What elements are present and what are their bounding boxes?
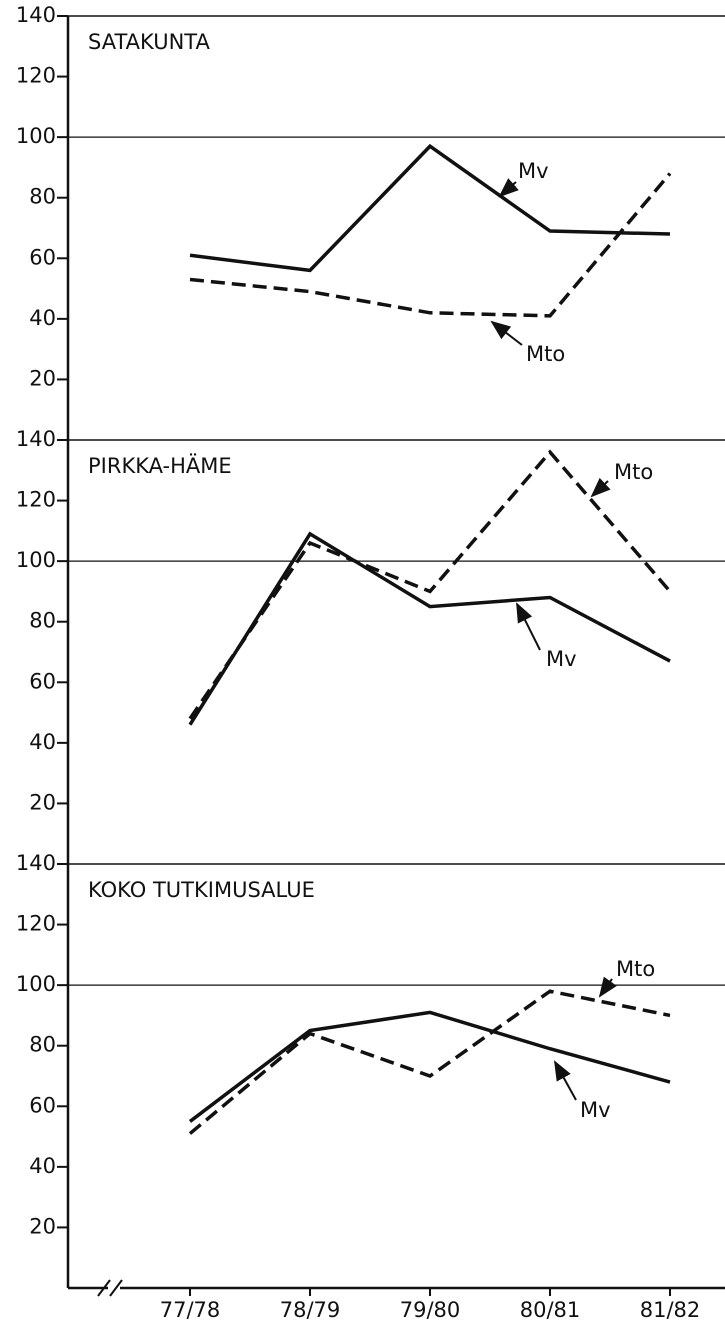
- y-tick-label: 120: [16, 64, 56, 88]
- y-tick-label: 100: [16, 548, 56, 572]
- x-tick-label: 81/82: [640, 1298, 701, 1322]
- panel-title: SATAKUNTA: [88, 30, 211, 54]
- series-line: [188, 531, 671, 726]
- x-tick-label: 77/78: [160, 1298, 221, 1322]
- y-tick-label: 120: [16, 488, 56, 512]
- series-line: [188, 1010, 671, 1123]
- annotation-arrow: [554, 1060, 577, 1101]
- annotation-arrow: [498, 178, 519, 198]
- series-label: Mto: [616, 957, 655, 981]
- y-tick-label: 40: [29, 730, 56, 754]
- y-tick-label: 80: [29, 1033, 56, 1057]
- series-label: Mv: [580, 1098, 611, 1122]
- axis-break: [97, 1279, 123, 1297]
- y-tick-label: 140: [16, 427, 56, 451]
- y-tick-label: 100: [16, 972, 56, 996]
- y-tick-label: 80: [29, 185, 56, 209]
- series-line: [189, 143, 671, 273]
- annotation-arrow: [490, 320, 523, 346]
- y-tick-label: 20: [29, 790, 56, 814]
- y-tick-label: 40: [29, 1154, 56, 1178]
- x-tick-label: 80/81: [520, 1298, 581, 1322]
- y-tick-label: 60: [29, 245, 56, 269]
- y-tick-label: 100: [16, 124, 56, 148]
- y-tick-label: 140: [16, 851, 56, 875]
- y-tick-label: 60: [29, 669, 56, 693]
- annotation-arrow: [516, 602, 541, 651]
- series-line: [189, 172, 672, 318]
- x-tick-label: 78/79: [280, 1298, 341, 1322]
- y-tick-label: 140: [16, 3, 56, 27]
- y-tick-label: 20: [29, 1214, 56, 1238]
- series-line: [188, 989, 671, 1135]
- panel-title: KOKO TUTKIMUSALUE: [88, 878, 315, 902]
- x-tick-label: 79/80: [400, 1298, 461, 1322]
- y-tick-label: 120: [16, 912, 56, 936]
- series-label: Mv: [546, 647, 577, 671]
- series-label: Mto: [526, 342, 565, 366]
- series-label: Mv: [518, 159, 549, 183]
- y-tick-label: 20: [29, 366, 56, 390]
- annotation-arrow: [590, 477, 611, 498]
- series-line: [188, 449, 672, 720]
- y-tick-label: 80: [29, 609, 56, 633]
- y-tick-label: 60: [29, 1093, 56, 1117]
- y-tick-label: 40: [29, 306, 56, 330]
- panel-title: PIRKKA-HÄME: [88, 453, 232, 478]
- annotation-arrow: [598, 976, 617, 998]
- series-label: Mto: [614, 460, 653, 484]
